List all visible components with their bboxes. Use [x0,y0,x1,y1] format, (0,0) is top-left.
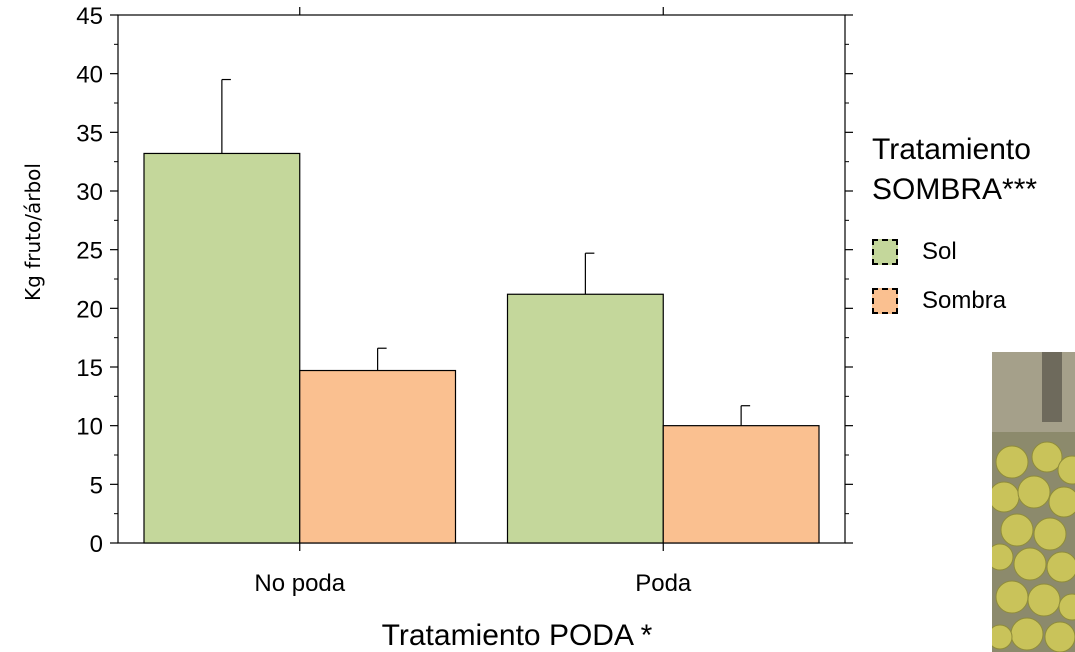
legend-title-line1: Tratamiento [872,133,1031,166]
x-category-label: Poda [635,570,692,597]
error-bars [221,78,751,426]
y-tick-label: 20 [76,296,103,323]
y-tick-label: 10 [76,414,103,441]
y-tick-label: 15 [76,355,103,382]
legend-label-sol: Sol [922,238,957,265]
bar-sol-1 [506,293,664,544]
y-tick-label: 40 [76,62,103,89]
fruit-photo [992,352,1075,652]
x-category-label: No poda [254,570,345,597]
legend-label-sombra: Sombra [922,287,1007,314]
y-tick-label: 5 [90,472,103,499]
x-axis-label: Tratamiento PODA * [382,619,653,652]
legend-swatch-sol [872,239,898,265]
bars [143,152,820,544]
ticks: 0 5 10 15 20 25 30 35 40 45 No poda Poda [76,3,853,597]
oranges-image [992,352,1075,652]
y-tick-label: 30 [76,179,103,206]
legend-item-sol: Sol [872,236,957,268]
legend-item-sombra: Sombra [872,285,1006,317]
y-tick-label: 0 [90,531,103,558]
y-tick-label: 45 [76,3,103,30]
bar-sombra-1 [662,425,820,544]
legend-title-line2: SOMBRA*** [872,173,1038,206]
y-axis-label: Kg fruto/árbol [21,163,45,301]
bar-sombra-0 [299,369,457,544]
legend-title: Tratamiento SOMBRA*** [872,130,1037,210]
y-tick-label: 25 [76,238,103,265]
y-tick-label: 35 [76,120,103,147]
legend-swatch-sombra [872,288,898,314]
bar-sol-0 [143,152,301,544]
